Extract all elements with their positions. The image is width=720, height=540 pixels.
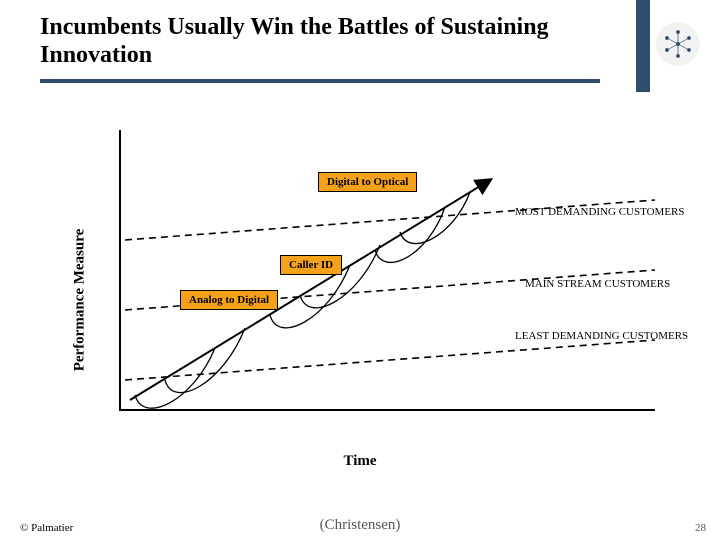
innovation-chip: Digital to Optical xyxy=(318,172,417,192)
x-axis-label: Time xyxy=(40,453,680,470)
plot-area: Digital to Optical Caller IDAnalog to Dig… xyxy=(100,110,660,450)
customer-tier-label: LEAST DEMANDING CUSTOMERS xyxy=(515,330,688,342)
customer-tier-label: MAIN STREAM CUSTOMERS xyxy=(525,278,670,290)
title-underline xyxy=(40,79,600,83)
header-accent-bar xyxy=(636,0,650,92)
logo-icon xyxy=(656,22,700,66)
slide-header: Incumbents Usually Win the Battles of Su… xyxy=(0,0,720,83)
slide-title: Incumbents Usually Win the Battles of Su… xyxy=(40,14,600,69)
source-text: (Christensen) xyxy=(0,517,720,534)
page-number: 28 xyxy=(695,522,706,534)
innovation-chip: Analog to Digital xyxy=(180,290,278,310)
chart-area: Performance Measure Digital to Optical Ca… xyxy=(40,110,680,480)
slide-footer: © Palmatier (Christensen) 28 xyxy=(0,514,720,534)
y-axis-label: Performance Measure xyxy=(72,229,89,372)
customer-tier-label: MOST DEMANDING CUSTOMERS xyxy=(515,206,685,218)
innovation-chip: Caller ID xyxy=(280,255,342,275)
